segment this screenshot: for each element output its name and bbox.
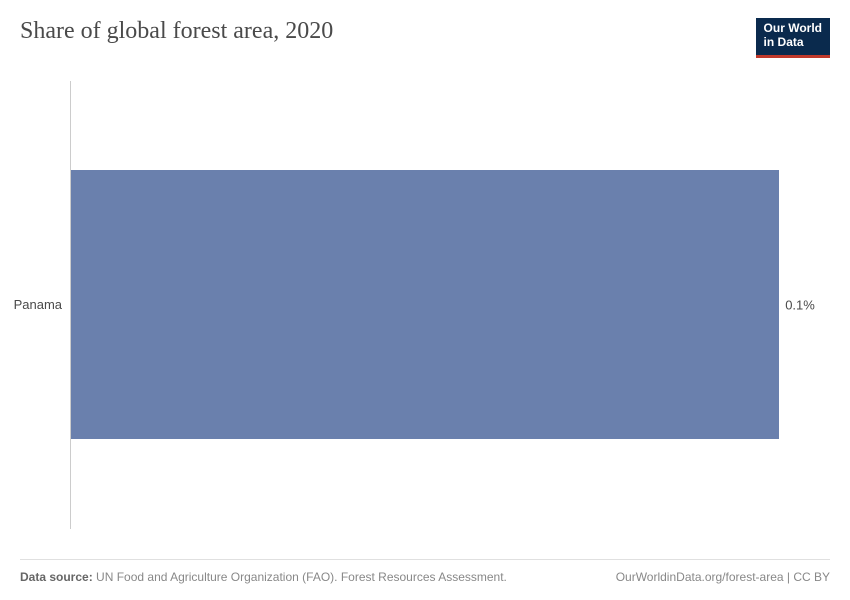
bar bbox=[71, 170, 779, 439]
logo-line-2: in Data bbox=[764, 36, 822, 50]
owid-logo: Our World in Data bbox=[756, 18, 830, 58]
source-label: Data source: bbox=[20, 570, 93, 584]
y-axis-labels: Panama bbox=[20, 81, 70, 529]
bar-row: 0.1% bbox=[71, 81, 790, 529]
chart-title: Share of global forest area, 2020 bbox=[20, 18, 333, 45]
header: Share of global forest area, 2020 Our Wo… bbox=[20, 18, 830, 58]
value-label: 0.1% bbox=[779, 297, 815, 312]
chart-area: Panama 0.1% bbox=[20, 66, 830, 559]
category-label: Panama bbox=[14, 297, 62, 312]
logo-line-1: Our World bbox=[764, 22, 822, 36]
footer-attribution: OurWorldinData.org/forest-area | CC BY bbox=[616, 570, 830, 584]
plot-area: 0.1% bbox=[70, 81, 790, 529]
footer-source: Data source: UN Food and Agriculture Org… bbox=[20, 570, 507, 584]
chart-container: Share of global forest area, 2020 Our Wo… bbox=[0, 0, 850, 600]
source-text: UN Food and Agriculture Organization (FA… bbox=[96, 570, 507, 584]
footer: Data source: UN Food and Agriculture Org… bbox=[20, 559, 830, 584]
